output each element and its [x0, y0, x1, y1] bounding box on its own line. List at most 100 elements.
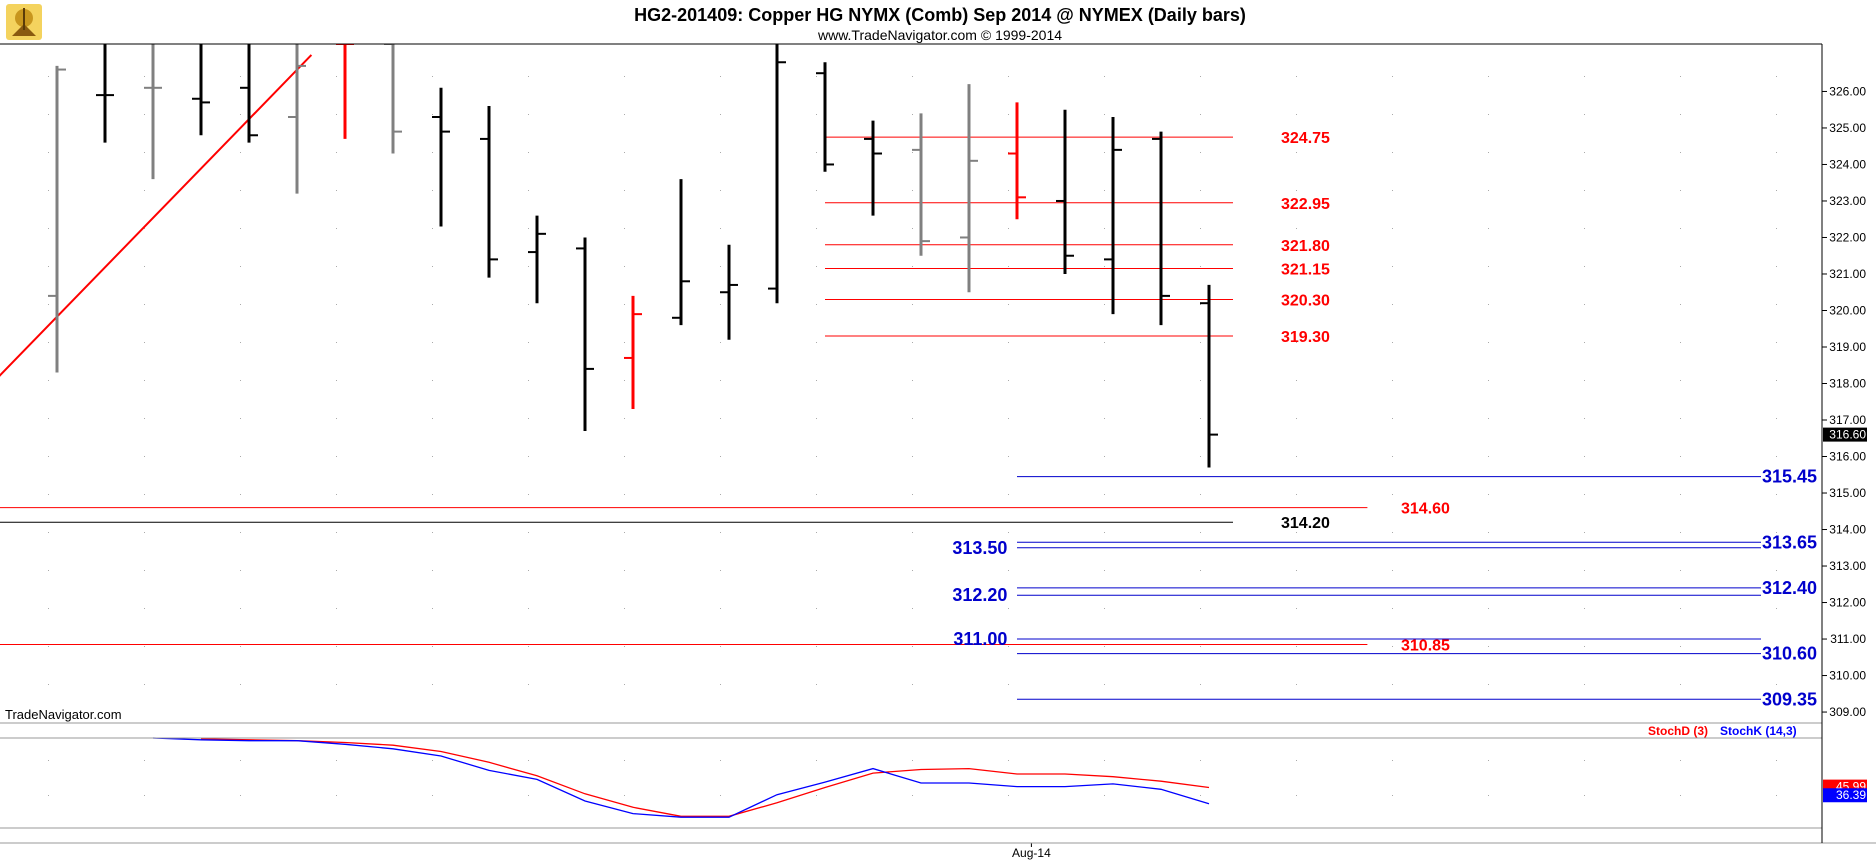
grid-dot — [1008, 608, 1009, 609]
grid-dot — [1200, 114, 1201, 115]
grid-dot — [48, 494, 49, 495]
grid-dot — [1488, 570, 1489, 571]
grid-dot — [432, 795, 433, 796]
grid-dot — [1488, 418, 1489, 419]
grid-dot — [1392, 608, 1393, 609]
grid-dot — [1392, 152, 1393, 153]
grid-dot — [1776, 760, 1777, 761]
grid-dot — [1104, 684, 1105, 685]
grid-dot — [432, 456, 433, 457]
grid-dot — [336, 570, 337, 571]
grid-dot — [1392, 532, 1393, 533]
grid-dot — [1296, 152, 1297, 153]
grid-dot — [528, 795, 529, 796]
grid-dot — [1296, 304, 1297, 305]
grid-dot — [336, 418, 337, 419]
ohlc-bar — [864, 120, 882, 216]
grid-dot — [1680, 304, 1681, 305]
y-tick-label: 310.00 — [1829, 669, 1866, 683]
grid-dot — [1776, 342, 1777, 343]
ohlc-bar — [672, 179, 690, 326]
grid-dot — [816, 608, 817, 609]
grid-dot — [336, 532, 337, 533]
grid-dot — [1008, 228, 1009, 229]
ohlc-bar — [528, 215, 546, 304]
ohlc-bar — [960, 84, 978, 293]
grid-dot — [1680, 760, 1681, 761]
grid-dot — [48, 304, 49, 305]
grid-dot — [48, 266, 49, 267]
grid-dot — [1488, 228, 1489, 229]
level-label: 312.20 — [952, 585, 1007, 605]
y-tick-label: 325.00 — [1829, 121, 1866, 135]
grid-dot — [1200, 760, 1201, 761]
level-label: 322.95 — [1281, 196, 1330, 213]
grid-dot — [528, 190, 529, 191]
grid-dot — [336, 342, 337, 343]
grid-dot — [1392, 494, 1393, 495]
grid-dot — [1200, 608, 1201, 609]
ohlc-bar — [480, 106, 498, 278]
stoch-d-line — [200, 738, 1210, 817]
grid-dot — [48, 190, 49, 191]
grid-dot — [1680, 76, 1681, 77]
grid-dot — [1488, 760, 1489, 761]
grid-dot — [432, 228, 433, 229]
grid-dot — [816, 646, 817, 647]
grid-dot — [1392, 228, 1393, 229]
level-label: 313.50 — [952, 538, 1007, 558]
grid-dot — [1200, 494, 1201, 495]
tradenavigator-logo-icon — [6, 4, 42, 40]
grid-dot — [1200, 684, 1201, 685]
grid-dot — [432, 114, 433, 115]
level-label: 313.65 — [1762, 532, 1817, 552]
grid-dot — [48, 608, 49, 609]
ohlc-bar — [192, 44, 210, 136]
grid-dot — [1392, 190, 1393, 191]
grid-dot — [624, 456, 625, 457]
grid-dot — [1200, 76, 1201, 77]
grid-dot — [624, 342, 625, 343]
grid-dot — [1776, 380, 1777, 381]
grid-dot — [144, 494, 145, 495]
grid-dot — [528, 456, 529, 457]
grid-dot — [1488, 646, 1489, 647]
grid-dot — [1200, 795, 1201, 796]
grid-dot — [816, 114, 817, 115]
grid-dot — [1296, 76, 1297, 77]
grid-dot — [720, 342, 721, 343]
grid-dot — [816, 228, 817, 229]
grid-dot — [144, 228, 145, 229]
grid-dot — [1680, 190, 1681, 191]
grid-dot — [432, 190, 433, 191]
grid-dot — [912, 570, 913, 571]
level-label: 314.20 — [1281, 515, 1330, 532]
grid-dot — [144, 190, 145, 191]
grid-dot — [336, 380, 337, 381]
grid-dot — [1104, 418, 1105, 419]
level-label: 309.35 — [1762, 689, 1817, 709]
grid-dot — [336, 190, 337, 191]
grid-dot — [1104, 646, 1105, 647]
grid-dot — [528, 684, 529, 685]
grid-dot — [1296, 380, 1297, 381]
grid-dot — [1200, 532, 1201, 533]
grid-dot — [1104, 380, 1105, 381]
grid-dot — [912, 684, 913, 685]
grid-dot — [240, 456, 241, 457]
grid-dot — [1776, 646, 1777, 647]
grid-dot — [720, 795, 721, 796]
grid-dot — [1200, 190, 1201, 191]
grid-dot — [528, 228, 529, 229]
grid-dot — [1584, 646, 1585, 647]
y-tick-label: 322.00 — [1829, 230, 1866, 244]
grid-dot — [1776, 152, 1777, 153]
grid-dot — [144, 532, 145, 533]
grid-dot — [624, 304, 625, 305]
grid-dot — [48, 760, 49, 761]
grid-dot — [1488, 532, 1489, 533]
grid-dot — [336, 608, 337, 609]
grid-dot — [336, 152, 337, 153]
grid-dot — [720, 152, 721, 153]
grid-dot — [816, 266, 817, 267]
